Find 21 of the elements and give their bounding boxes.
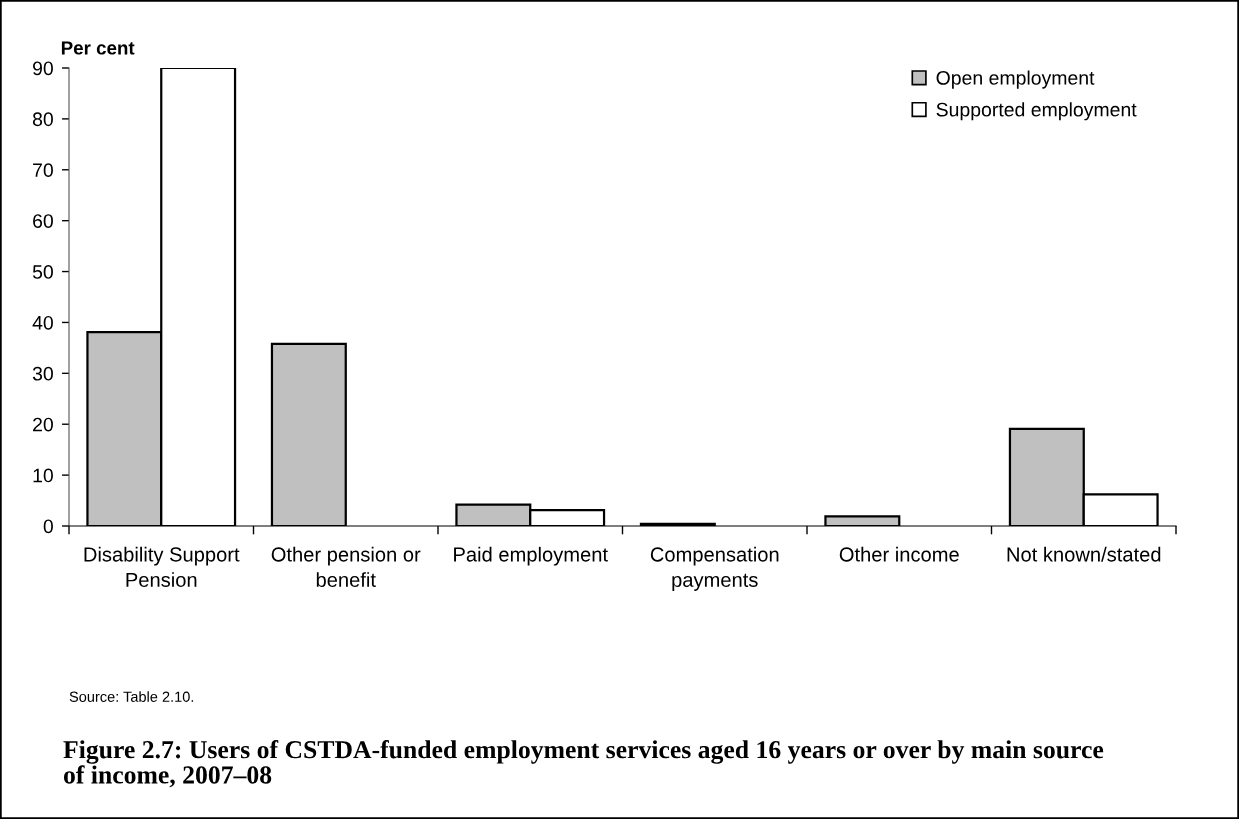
y-tick-label: 70: [33, 163, 53, 178]
source-note: Source: Table 2.10.: [69, 691, 194, 702]
y-tick-label: 0: [43, 519, 53, 534]
legend-label: Supported employment: [936, 102, 1137, 121]
y-tick-label: 90: [33, 61, 53, 76]
y-tick-label: 60: [33, 214, 53, 228]
y-tick-label: 80: [32, 112, 53, 127]
text: Figure 2.7: Users of CSTDA-funded employment services aged 16 years or over by main source of income, 2007–08: [63, 740, 1104, 788]
x-tick-label: Other income: [839, 546, 959, 562]
x-tick-label: Other pension or benefit: [271, 546, 421, 587]
y-tick-label: 30: [32, 366, 53, 381]
y-tick-label: 20: [33, 417, 53, 432]
legend-label: Open employment: [936, 70, 1095, 89]
x-tick-label: Compensation payments: [650, 546, 779, 591]
x-tick-label: Disability Support Pension: [84, 546, 240, 587]
y-tick-label: 40: [32, 315, 53, 330]
y-tick-label: 10: [33, 468, 53, 483]
x-tick-label: Not known/stated: [1007, 546, 1161, 562]
y-axis-title: Per cent: [61, 41, 135, 55]
x-tick-label: Paid employment: [454, 546, 608, 566]
y-tick-label: 50: [32, 265, 53, 279]
